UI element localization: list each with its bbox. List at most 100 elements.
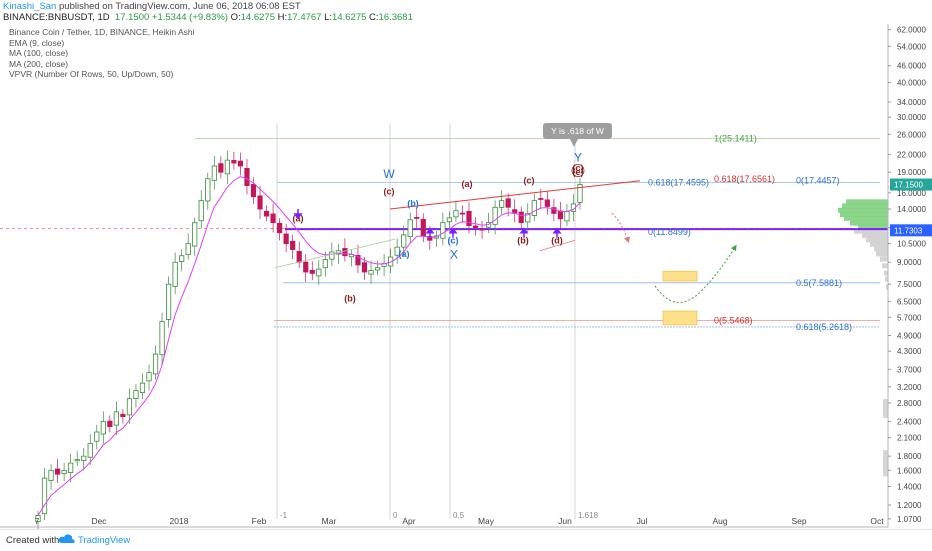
vpvr-bar	[850, 220, 888, 226]
y-tick-label: 4.9000	[897, 332, 922, 341]
candle-body	[152, 353, 159, 375]
tradingview-cloud-icon	[58, 534, 75, 543]
candle-body	[179, 255, 185, 262]
x-tick-label: Jul	[637, 516, 648, 526]
y-tick-label: 3.2000	[897, 383, 922, 392]
last-price-badge	[890, 178, 932, 191]
candle-body	[87, 443, 93, 458]
y-tick-label: 1.8000	[897, 452, 922, 461]
purple-up-arrow-icon	[519, 227, 529, 238]
open-label: O:	[230, 12, 241, 23]
vpvr-bar	[883, 399, 888, 412]
x-tick-label: 7	[35, 516, 40, 526]
y-tick-label: 3.7000	[897, 365, 922, 374]
candle-body	[518, 211, 524, 224]
candle-body	[74, 459, 80, 462]
wave-label: (a)	[462, 179, 473, 189]
candle-body	[440, 222, 446, 239]
legend-ma100[interactable]: MA (100, close)	[9, 48, 69, 59]
tradingview-brand[interactable]: TradingView	[78, 535, 131, 546]
candle-body	[374, 267, 381, 271]
candle-body	[401, 234, 407, 248]
y-tick-label: 6.5000	[897, 297, 922, 306]
time-fib-label: -1	[280, 511, 288, 520]
candle-body	[414, 217, 420, 219]
candle-body	[557, 210, 564, 220]
candle-body	[192, 222, 198, 247]
price-axis[interactable]: 62.0000 54.0000 46.0000 40.0000 34.0000 30.00…	[887, 24, 932, 527]
wave-label: (c)	[384, 186, 395, 196]
legend-ma200[interactable]: MA (200, close)	[9, 58, 69, 69]
candle-body	[453, 210, 459, 218]
candle-body	[244, 167, 250, 187]
fib-label: 0.618(17.6561)	[714, 174, 775, 184]
candle-body	[107, 420, 113, 428]
vpvr-bar	[838, 207, 888, 213]
candle-body	[564, 211, 570, 222]
y-tick-label: 46.0000	[897, 62, 926, 71]
wave-label: (a)	[399, 249, 410, 259]
candle-body	[466, 210, 472, 226]
close-label: C:	[369, 12, 379, 23]
price-chart[interactable]: -1 0 0.5 1.618 1(25.1411) 0.618(17.4595) 0.61…	[0, 24, 932, 529]
candle-body	[237, 160, 244, 167]
wave-label: (d)	[551, 236, 563, 246]
symbol-label: BINANCE:BNBUSDT, 1D	[3, 12, 110, 23]
publish-line: Kinashi_San published on TradingView.com…	[3, 1, 301, 12]
candle-body	[94, 431, 100, 442]
author-link[interactable]: Kinashi_San	[3, 1, 57, 12]
y-tick-label: 30.0000	[897, 113, 926, 122]
vpvr-bar	[854, 228, 888, 234]
y-tick-label: 1.4000	[897, 482, 922, 491]
y-tick-label: 34.0000	[897, 98, 926, 107]
candle-body	[257, 195, 263, 210]
x-tick-label: Mar	[322, 516, 337, 526]
x-tick-label: Apr	[402, 516, 415, 526]
candle-body	[218, 163, 224, 173]
callout-box	[543, 123, 612, 139]
purple-down-arrow-icon	[293, 209, 303, 220]
legend-vpvr[interactable]: VPVR (Number Of Rows, 50, Up/Down, 50)	[9, 69, 174, 80]
fib-label: 0.618(5.2618)	[796, 322, 852, 332]
y-tick-label: 14.0000	[897, 205, 926, 214]
open-value: 14.6275	[240, 12, 275, 23]
fib-label: 1(25.1411)	[714, 133, 757, 143]
time-axis[interactable]: 7 Dec 2018 Feb Mar Apr May Jun Jul Aug Sep Oct	[0, 516, 888, 528]
legend-series[interactable]: Binance Coin / Tether, 1D, BINANCE, Heik…	[9, 27, 195, 37]
candle-body	[120, 413, 126, 417]
candle-body	[113, 411, 119, 426]
purple-up-arrow-icon	[552, 227, 562, 238]
vpvr-bar	[880, 256, 888, 262]
candle-body	[355, 255, 361, 266]
y-tick-label: 40.0000	[897, 79, 926, 88]
trend-line-upper	[389, 180, 641, 210]
y-tick-label: 54.0000	[897, 42, 926, 51]
volume-profile	[838, 199, 888, 477]
y-tick-label: 2.1000	[897, 434, 922, 443]
y-tick-label: 2.8000	[897, 399, 922, 408]
y-tick-label: 7.5000	[897, 280, 922, 289]
candle-body	[224, 159, 230, 175]
time-fib-label: 1.618	[578, 511, 599, 520]
wave-label: Y	[574, 150, 582, 164]
x-tick-label: May	[478, 516, 495, 526]
candle-body	[544, 199, 550, 207]
candle-body	[211, 165, 217, 181]
legend-ema[interactable]: EMA (9, close)	[9, 37, 65, 48]
candle-body	[479, 228, 485, 231]
candle-body	[505, 198, 511, 208]
close-value: 16.3681	[378, 12, 413, 23]
vpvr-bar	[846, 199, 888, 205]
candle-body	[159, 321, 165, 356]
candle-body	[126, 398, 133, 416]
callout-pointer	[570, 139, 578, 147]
candle-body	[296, 251, 302, 263]
y-tick-label: 9.0000	[897, 258, 922, 267]
candle-body	[472, 225, 479, 228]
candle-body	[166, 283, 172, 320]
x-tick-label: Sep	[791, 516, 806, 526]
publish-text: published on TradingView.com, June 06, 2…	[56, 1, 301, 12]
vertical-gridlines: -1 0 0.5 1.618	[276, 124, 599, 520]
indicator-legend: Binance Coin / Tether, 1D, BINANCE, Heik…	[9, 27, 195, 80]
candle-body	[146, 372, 152, 382]
